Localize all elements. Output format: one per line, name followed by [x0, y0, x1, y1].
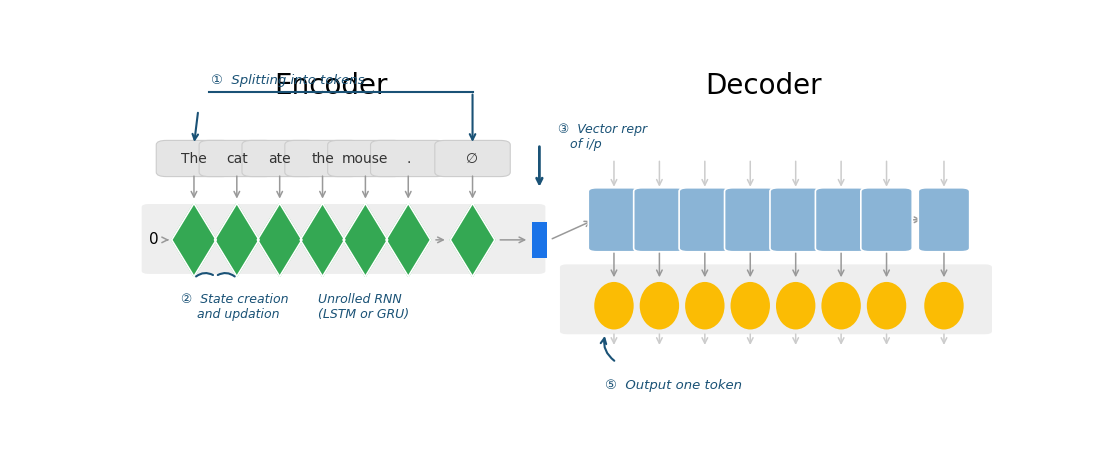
Ellipse shape — [594, 282, 634, 330]
Ellipse shape — [639, 282, 679, 330]
FancyBboxPatch shape — [860, 188, 912, 252]
Polygon shape — [450, 203, 494, 276]
Ellipse shape — [776, 282, 815, 330]
FancyBboxPatch shape — [634, 188, 685, 252]
Text: ate: ate — [269, 152, 291, 166]
FancyBboxPatch shape — [724, 188, 776, 252]
Text: ③  Vector repr
   of i/p: ③ Vector repr of i/p — [559, 123, 647, 151]
Text: the: the — [311, 152, 334, 166]
Ellipse shape — [685, 282, 724, 330]
Polygon shape — [171, 203, 217, 276]
Text: .: . — [406, 152, 410, 166]
Text: cat: cat — [226, 152, 248, 166]
Ellipse shape — [925, 282, 963, 330]
FancyBboxPatch shape — [918, 188, 970, 252]
Text: Unrolled RNN
(LSTM or GRU): Unrolled RNN (LSTM or GRU) — [319, 293, 409, 321]
Text: Encoder: Encoder — [274, 72, 388, 100]
FancyBboxPatch shape — [156, 141, 231, 177]
Text: ∅: ∅ — [467, 152, 479, 166]
FancyBboxPatch shape — [285, 141, 361, 177]
Text: ②  State creation
    and updation: ② State creation and updation — [181, 293, 289, 321]
Text: Decoder: Decoder — [706, 72, 822, 100]
Text: 0: 0 — [149, 232, 158, 247]
Polygon shape — [386, 203, 430, 276]
Polygon shape — [258, 203, 302, 276]
FancyBboxPatch shape — [588, 188, 639, 252]
FancyBboxPatch shape — [142, 204, 545, 274]
FancyBboxPatch shape — [532, 221, 547, 258]
FancyBboxPatch shape — [815, 188, 867, 252]
Polygon shape — [300, 203, 345, 276]
Polygon shape — [215, 203, 259, 276]
FancyBboxPatch shape — [679, 188, 731, 252]
Ellipse shape — [867, 282, 906, 330]
Text: mouse: mouse — [342, 152, 388, 166]
Ellipse shape — [822, 282, 860, 330]
Ellipse shape — [731, 282, 770, 330]
Text: ①  Splitting into tokens: ① Splitting into tokens — [211, 74, 365, 87]
FancyBboxPatch shape — [242, 141, 317, 177]
FancyBboxPatch shape — [327, 141, 403, 177]
FancyBboxPatch shape — [371, 141, 446, 177]
Text: ⑤  Output one token: ⑤ Output one token — [605, 379, 742, 392]
FancyBboxPatch shape — [435, 141, 510, 177]
FancyBboxPatch shape — [199, 141, 274, 177]
Text: The: The — [181, 152, 207, 166]
FancyBboxPatch shape — [560, 265, 992, 334]
Polygon shape — [343, 203, 388, 276]
FancyBboxPatch shape — [770, 188, 822, 252]
